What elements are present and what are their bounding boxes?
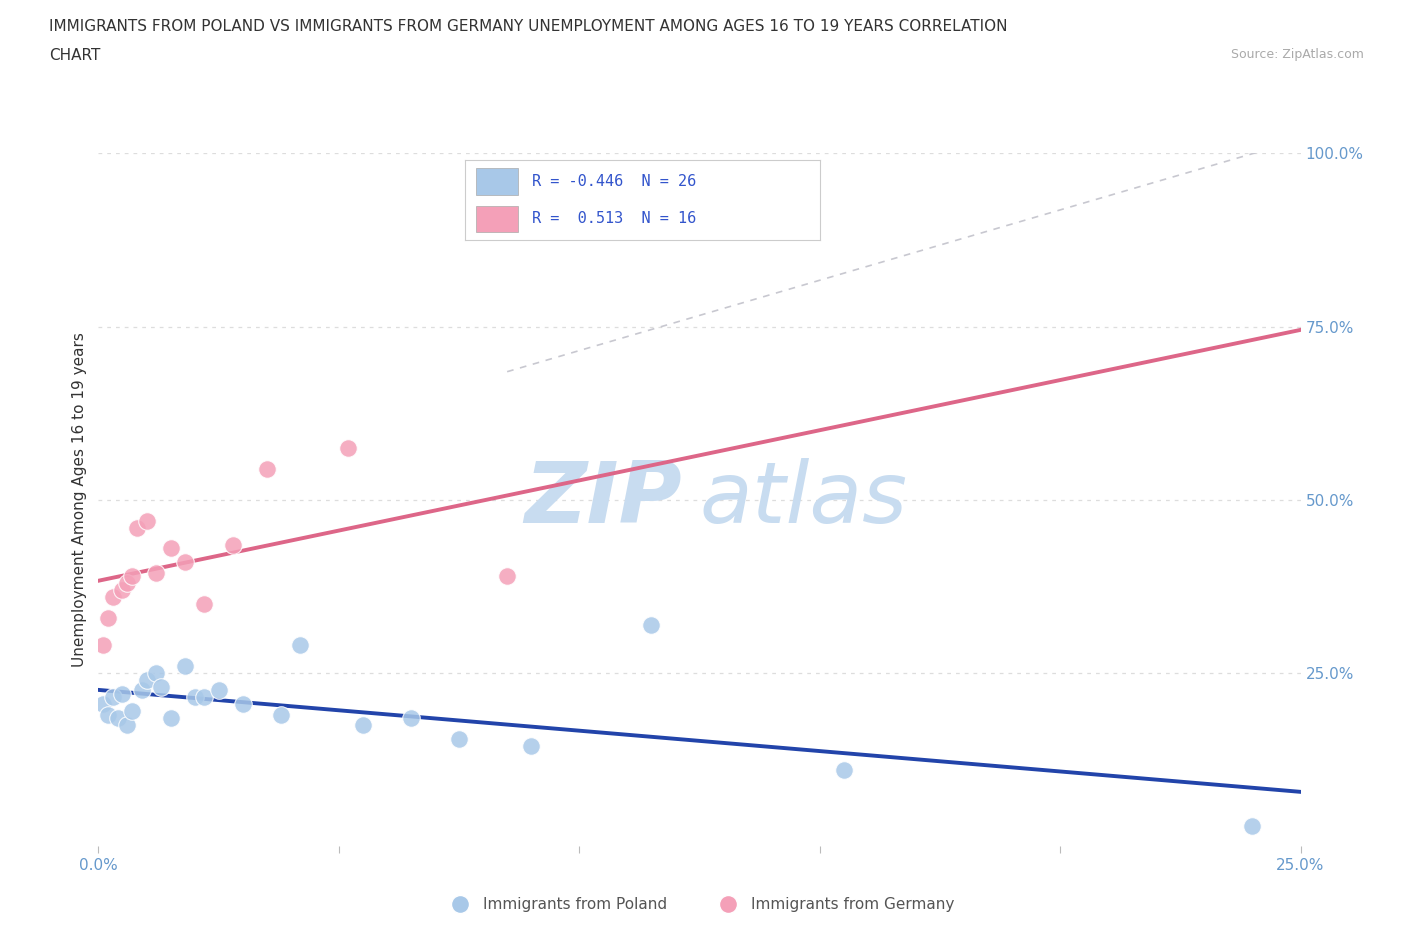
Point [222,538,245,552]
Point [232,697,254,711]
Point [97,610,120,625]
Point [101,590,124,604]
Point [270,707,292,722]
Point [256,461,278,476]
Point [101,690,124,705]
Point [337,441,360,456]
Point [117,718,139,733]
Y-axis label: Unemployment Among Ages 16 to 19 years: Unemployment Among Ages 16 to 19 years [72,332,87,668]
Point [1241,818,1264,833]
Point [399,711,422,725]
Point [496,568,519,583]
Point [97,707,120,722]
Point [159,541,181,556]
Point [183,690,205,705]
Point [290,638,312,653]
Point [121,568,143,583]
Point [117,576,139,591]
Point [174,555,197,570]
Point [135,513,157,528]
Text: IMMIGRANTS FROM POLAND VS IMMIGRANTS FROM GERMANY UNEMPLOYMENT AMONG AGES 16 TO : IMMIGRANTS FROM POLAND VS IMMIGRANTS FRO… [49,19,1008,33]
Text: atlas: atlas [700,458,907,541]
Point [174,658,197,673]
Text: CHART: CHART [49,48,101,63]
Point [352,718,374,733]
Point [149,680,172,695]
Point [193,690,215,705]
Point [121,704,143,719]
Point [208,683,231,698]
Legend: Immigrants from Poland, Immigrants from Germany: Immigrants from Poland, Immigrants from … [439,891,960,918]
Point [520,738,543,753]
Point [131,683,153,698]
Point [832,763,855,777]
Text: Source: ZipAtlas.com: Source: ZipAtlas.com [1230,48,1364,61]
Point [145,666,167,681]
Point [640,618,662,632]
Point [447,732,470,747]
Point [107,711,129,725]
Point [91,697,114,711]
Point [193,596,215,611]
Point [111,686,134,701]
Point [91,638,114,653]
Point [135,672,157,687]
Text: ZIP: ZIP [524,458,682,541]
Point [111,582,134,597]
Point [125,520,148,535]
Point [145,565,167,580]
Point [159,711,181,725]
